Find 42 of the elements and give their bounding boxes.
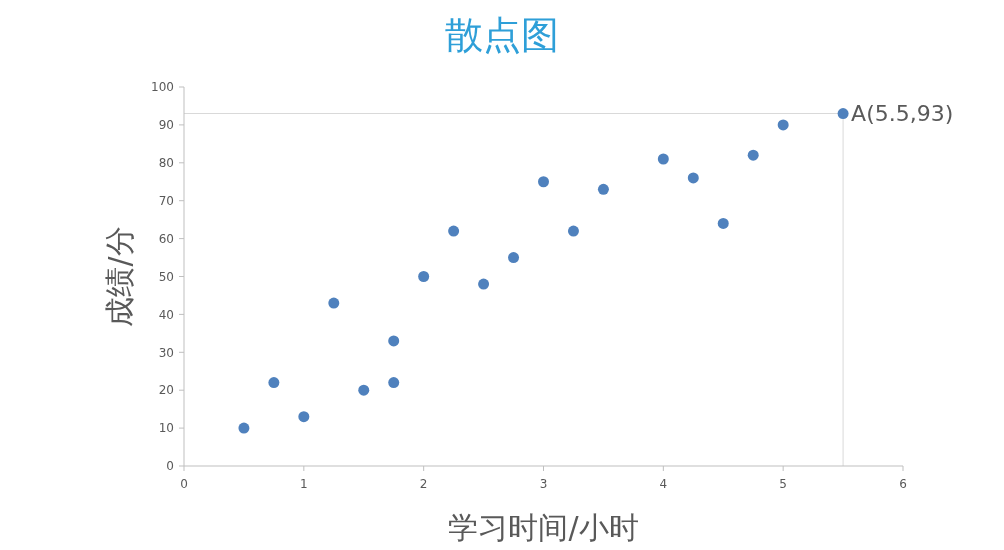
x-axis-title: 学习时间/小时 <box>448 510 639 545</box>
chart-title: 散点图 <box>445 13 559 57</box>
y-tick-label: 100 <box>151 80 174 95</box>
point <box>567 225 579 237</box>
point <box>687 172 699 184</box>
annotation: A(5.5,93) <box>851 101 954 127</box>
y-tick-label: 50 <box>158 269 174 284</box>
x-tick-label: 4 <box>659 477 668 491</box>
point <box>448 225 460 237</box>
point <box>358 384 370 396</box>
point <box>747 149 759 161</box>
y-axis-title: 成绩/分 <box>102 226 137 327</box>
point <box>837 108 849 120</box>
y-tick-label: 0 <box>166 459 174 474</box>
y-tick-label: 30 <box>158 345 174 360</box>
point <box>777 119 789 131</box>
point <box>328 297 340 309</box>
x-tick-label: 2 <box>419 477 428 491</box>
y-tick-label: 70 <box>158 193 174 208</box>
point <box>478 278 490 290</box>
point <box>238 422 250 434</box>
point <box>597 183 609 195</box>
point <box>538 176 549 188</box>
point <box>388 377 400 389</box>
point <box>268 377 280 389</box>
point <box>508 252 520 264</box>
y-tick-label: 60 <box>158 231 174 246</box>
point <box>657 153 669 165</box>
point <box>388 335 400 347</box>
point <box>298 411 310 423</box>
x-tick-label: 0 <box>180 477 188 491</box>
y-tick-label: 20 <box>158 383 174 398</box>
x-tick-label: 3 <box>539 477 548 491</box>
point <box>717 217 729 229</box>
y-tick-label: 90 <box>158 118 174 133</box>
y-tick-label: 40 <box>158 307 174 322</box>
point <box>418 271 430 282</box>
y-tick-label: 10 <box>158 421 174 436</box>
x-tick-label: 1 <box>300 477 308 491</box>
x-tick-label: 6 <box>899 477 907 491</box>
y-tick-label: 80 <box>158 156 174 170</box>
x-tick-label: 5 <box>779 477 787 491</box>
